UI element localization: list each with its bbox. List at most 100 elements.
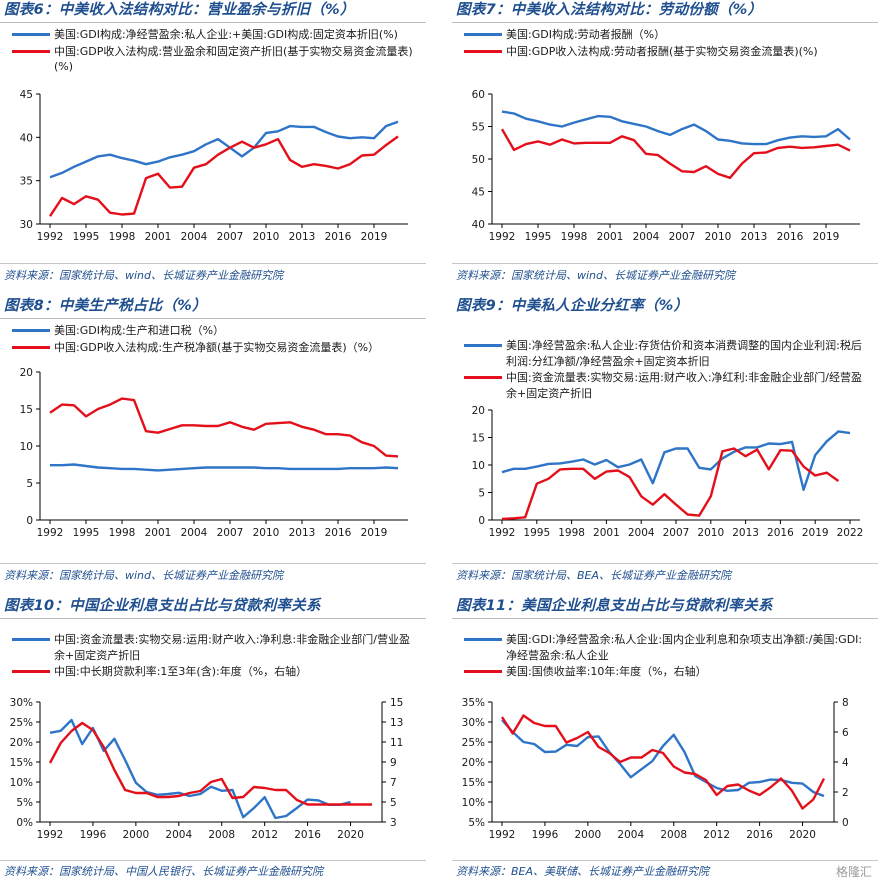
x-tick-label: 1995 — [523, 527, 550, 539]
x-tick-label: 2000 — [122, 829, 149, 841]
y-tick-label: 45 — [20, 89, 33, 101]
x-tick-label: 2010 — [253, 231, 280, 243]
legend-label: 中国:资金流量表:实物交易:运用:财产收入:净利息:非金融企业部门/营业盈余+固… — [54, 633, 410, 662]
x-tick-label: 2016 — [746, 829, 773, 841]
y-tick-label: 15% — [10, 757, 33, 769]
legend-item-cn-interest: 中国:资金流量表:实物交易:运用:财产收入:净利息:非金融企业部门/营业盈余+固… — [8, 632, 418, 663]
x-tick-label: 1995 — [73, 527, 100, 539]
y-tick-label: 5% — [468, 817, 485, 829]
legend-item-cn: 中国:GDP收入法构成:生产税净额(基于实物交易资金流量表)（%） — [8, 340, 418, 356]
legend-label: 中国:GDP收入法构成:营业盈余和固定资产折旧(基于实物交易资金流量表)(%) — [54, 44, 413, 74]
x-tick-label: 2010 — [253, 527, 280, 539]
legend-item-us-yield: 美国:国债收益率:10年:年度（%，右轴） — [460, 664, 870, 680]
series-line-red — [500, 714, 826, 810]
y2-tick-label: 9 — [390, 757, 397, 769]
x-tick-label: 1992 — [489, 527, 516, 539]
legend-swatch-red — [12, 49, 50, 53]
legend-item-us-interest: 美国:GDI:净经营盈余:私人企业:国内企业利息和杂项支出净额:/美国:GDI:… — [460, 632, 870, 663]
x-tick-label: 1992 — [489, 231, 516, 243]
legend-label: 中国:资金流量表:实物交易:运用:财产收入:净红利:非金融企业部门/经营盈余+固… — [506, 371, 862, 400]
series-line-red — [500, 128, 851, 180]
source-note: 资料来源：国家统计局、中国人民银行、长城证券产业金融研究院 — [4, 865, 323, 878]
x-tick-label: 2008 — [660, 829, 687, 841]
panel-chart-7: 图表7：中美收入法结构对比：劳动份额（%） 美国:GDI构成:劳动者报酬（%） … — [452, 0, 878, 284]
legend-label: 美国:净经营盈余:私人企业:存货估价和资本消费调整的国内企业利润:税后利润:分红… — [506, 339, 862, 368]
legend-swatch-blue — [12, 638, 50, 641]
x-tick-label: 2010 — [697, 527, 724, 539]
y-tick-label: 20 — [20, 367, 33, 379]
x-tick-label: 1998 — [561, 231, 588, 243]
x-tick-label: 2016 — [777, 231, 804, 243]
series-line-blue — [501, 110, 851, 146]
dual-axis-line-chart: 0% 5% 10% 15% 20% 25% 30% 3 5 7 9 11 13 15 1992 1996 200… — [10, 697, 404, 841]
line-chart: 0 5 10 15 20 1992 1995 1998 2001 2004 2007 2010 2013… — [20, 367, 408, 539]
y-tick-label: 30% — [10, 697, 33, 709]
x-tick-label: 2012 — [703, 829, 730, 841]
legend-label: 中国:GDP收入法构成:生产税净额(基于实物交易资金流量表)（%） — [54, 340, 380, 354]
y-tick-label: 50 — [472, 154, 485, 166]
y-tick-label: 25% — [10, 717, 33, 729]
line-chart: 0 5 10 15 20 1992 1995 1998 2001 2004 2007 2010 2013… — [472, 405, 864, 539]
x-tick-label: 2020 — [337, 829, 364, 841]
x-tick-label: 2013 — [741, 231, 768, 243]
legend: 美国:GDI:净经营盈余:私人企业:国内企业利息和杂项支出净额:/美国:GDI:… — [460, 632, 870, 681]
x-tick-label: 2001 — [145, 231, 172, 243]
source-divider — [0, 860, 426, 861]
series-line-red — [48, 135, 399, 217]
x-tick-label: 1998 — [558, 527, 585, 539]
x-tick-label: 1992 — [489, 829, 516, 841]
source-divider — [0, 563, 426, 564]
series-line-blue — [501, 719, 825, 798]
x-tick-label: 2019 — [361, 527, 388, 539]
y-tick-label: 40 — [20, 132, 33, 144]
x-tick-label: 1992 — [37, 527, 64, 539]
x-tick-label: 1996 — [80, 829, 107, 841]
x-tick-label: 2004 — [633, 231, 660, 243]
x-tick-label: 2010 — [705, 231, 732, 243]
x-tick-label: 1995 — [525, 231, 552, 243]
y2-tick-label: 7 — [390, 777, 397, 789]
y-tick-label: 0 — [26, 515, 33, 527]
x-tick-label: 2001 — [593, 527, 620, 539]
y2-tick-label: 13 — [390, 717, 403, 729]
line-chart: 30 35 40 45 1992 1995 1998 2001 2004 2007 2010 2013… — [20, 89, 408, 243]
y2-tick-label: 3 — [390, 817, 397, 829]
legend-swatch-red — [464, 376, 502, 379]
title-divider — [0, 318, 426, 319]
legend-swatch-blue — [464, 638, 502, 641]
title-divider — [452, 22, 878, 23]
x-tick-label: 2007 — [663, 527, 690, 539]
x-tick-label: 2001 — [145, 527, 172, 539]
chart-title: 图表8：中美生产税占比（%） — [4, 298, 207, 314]
legend-item-cn: 中国:GDP收入法构成:营业盈余和固定资产折旧(基于实物交易资金流量表)(%) — [8, 44, 418, 75]
legend: 美国:GDI构成:生产和进口税（%） 中国:GDP收入法构成:生产税净额(基于实… — [8, 323, 418, 356]
y2-tick-label: 0 — [842, 817, 849, 829]
x-tick-label: 1992 — [37, 829, 64, 841]
source-divider — [452, 860, 878, 861]
legend-label: 美国:GDI:净经营盈余:私人企业:国内企业利息和杂项支出净额:/美国:GDI:… — [506, 633, 863, 662]
y-tick-label: 25% — [462, 737, 485, 749]
legend-label: 中国:中长期贷款利率:1至3年(含):年度（%，右轴） — [54, 665, 308, 678]
legend-swatch-red — [12, 345, 50, 349]
chart-title: 图表6：中美收入法结构对比：营业盈余与折旧（%） — [4, 2, 355, 18]
y2-tick-label: 6 — [842, 727, 849, 739]
title-divider — [0, 618, 426, 619]
source-note: 资料来源：BEA、美联储、长城证券产业金融研究院 — [456, 865, 710, 878]
x-tick-label: 2004 — [628, 527, 655, 539]
x-tick-label: 2013 — [732, 527, 759, 539]
title-divider — [452, 618, 878, 619]
legend-item-cn: 中国:GDP收入法构成:劳动者报酬(基于实物交易资金流量表)(%) — [460, 44, 870, 60]
panel-chart-6: 图表6：中美收入法结构对比：营业盈余与折旧（%） 美国:GDI构成:净经营盈余:… — [0, 0, 426, 284]
legend-label: 美国:国债收益率:10年:年度（%，右轴） — [506, 665, 707, 678]
legend-swatch-red — [12, 670, 50, 673]
dual-axis-line-chart: 5% 10% 15% 20% 25% 30% 35% 0 2 4 6 8 1992 1996 2000 200… — [462, 697, 849, 841]
source-note: 资料来源：国家统计局、wind、长城证券产业金融研究院 — [456, 269, 736, 282]
x-tick-label: 2016 — [294, 829, 321, 841]
legend-swatch-blue — [464, 33, 502, 36]
x-tick-label: 2001 — [597, 231, 624, 243]
legend-swatch-red — [464, 670, 502, 673]
y-tick-label: 40 — [472, 219, 485, 231]
x-tick-label: 1998 — [109, 231, 136, 243]
y-tick-label: 20% — [10, 737, 33, 749]
y-tick-label: 5% — [16, 797, 33, 809]
